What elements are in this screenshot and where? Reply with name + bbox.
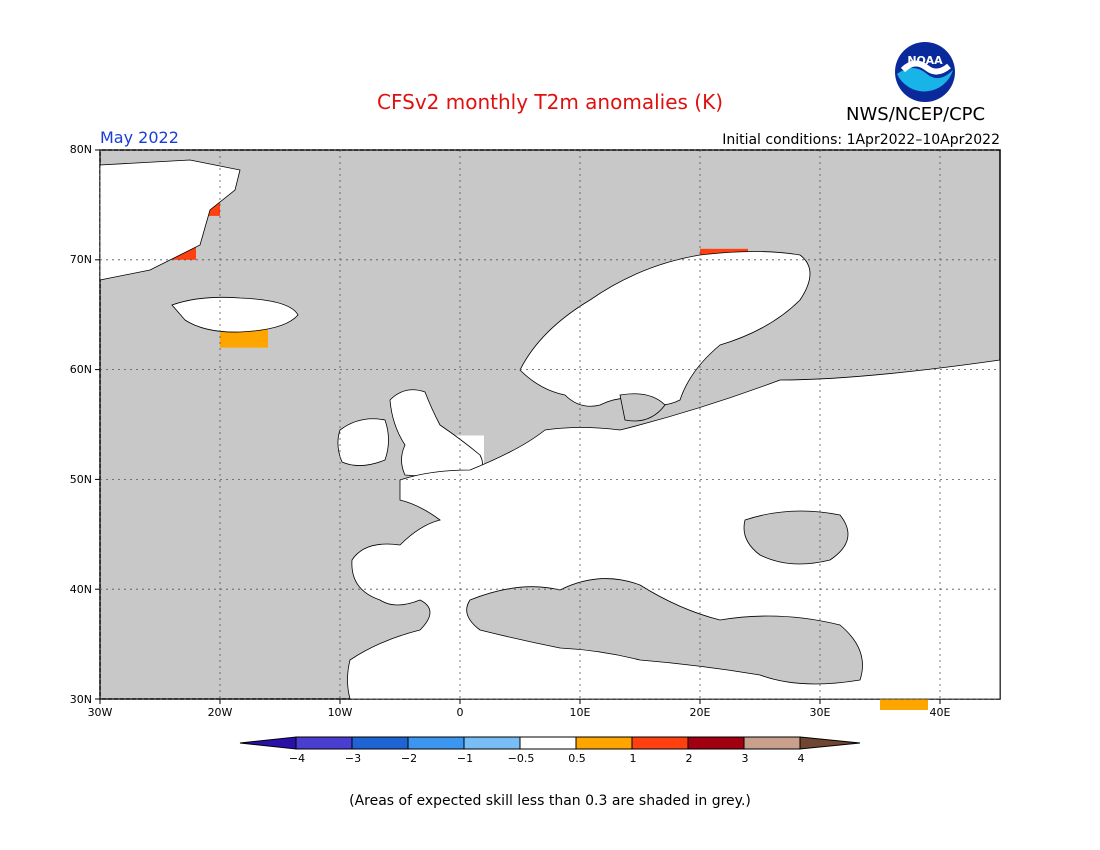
- scandinavia-outline: [519, 251, 811, 407]
- lat-label-50n: 50N: [69, 473, 92, 486]
- iceland-outline: [171, 296, 299, 333]
- lon-label-30w: 30W: [87, 706, 113, 719]
- colorbar-swatch: [631, 736, 689, 750]
- lat-label-70n: 70N: [69, 253, 92, 266]
- black-sea: [743, 510, 849, 565]
- lat-label-80n: 80N: [69, 143, 92, 156]
- colorbar-swatch: [687, 736, 745, 750]
- noaa-logo-icon: NOAA: [895, 42, 955, 102]
- colorbar-swatch: [351, 736, 409, 750]
- lon-label-30e: 30E: [809, 706, 831, 719]
- colorbar-label: −2: [400, 752, 418, 765]
- map-title: CFSv2 monthly T2m anomalies (K): [377, 90, 723, 114]
- colorbar-label: −0.5: [507, 752, 535, 765]
- colorbar-swatch: [407, 736, 465, 750]
- colorbar-swatch: [519, 736, 577, 750]
- colorbar-swatch: [239, 736, 297, 750]
- colorbar-swatch: [295, 736, 353, 750]
- lon-label-10e: 10E: [569, 706, 591, 719]
- colorbar-label: −1: [456, 752, 474, 765]
- issuer-label: NWS/NCEP/CPC: [846, 104, 986, 125]
- logo-text: NOAA: [907, 54, 943, 67]
- lon-label-40e: 40E: [929, 706, 951, 719]
- lat-label-60n: 60N: [69, 363, 92, 376]
- lon-label-10w: 10W: [327, 706, 353, 719]
- colorbar-swatch: [799, 736, 861, 750]
- colorbar-label: 0.5: [568, 752, 586, 765]
- colorbar-label: 4: [797, 752, 805, 765]
- colorbar-label: −3: [344, 752, 362, 765]
- colorbar-label: 3: [741, 752, 749, 765]
- colorbar-label: −4: [288, 752, 306, 765]
- colorbar-swatches: [239, 736, 861, 750]
- skill-footnote: (Areas of expected skill less than 0.3 a…: [349, 793, 751, 809]
- colorbar-swatch: [743, 736, 801, 750]
- lat-label-40n: 40N: [69, 583, 92, 596]
- lon-label-20e: 20E: [689, 706, 711, 719]
- forecast-period: May 2022: [100, 128, 179, 147]
- graticule: [99, 149, 1000, 700]
- colorbar-swatch: [463, 736, 521, 750]
- initial-conditions: Initial conditions: 1Apr2022–10Apr2022: [722, 132, 1000, 148]
- mediterranean-sea: [466, 578, 863, 685]
- lon-label-0: 0: [456, 706, 464, 719]
- colorbar-swatch: [575, 736, 633, 750]
- baltic-sea: [619, 393, 666, 422]
- greenland-outline: [99, 159, 241, 281]
- colorbar-label: 2: [685, 752, 693, 765]
- lon-label-20w: 20W: [207, 706, 233, 719]
- colorbar-label: 1: [629, 752, 637, 765]
- seas: [466, 393, 863, 685]
- axis-ticks: [95, 149, 941, 704]
- ireland-outline: [337, 418, 389, 466]
- lat-label-30n: 30N: [69, 693, 92, 706]
